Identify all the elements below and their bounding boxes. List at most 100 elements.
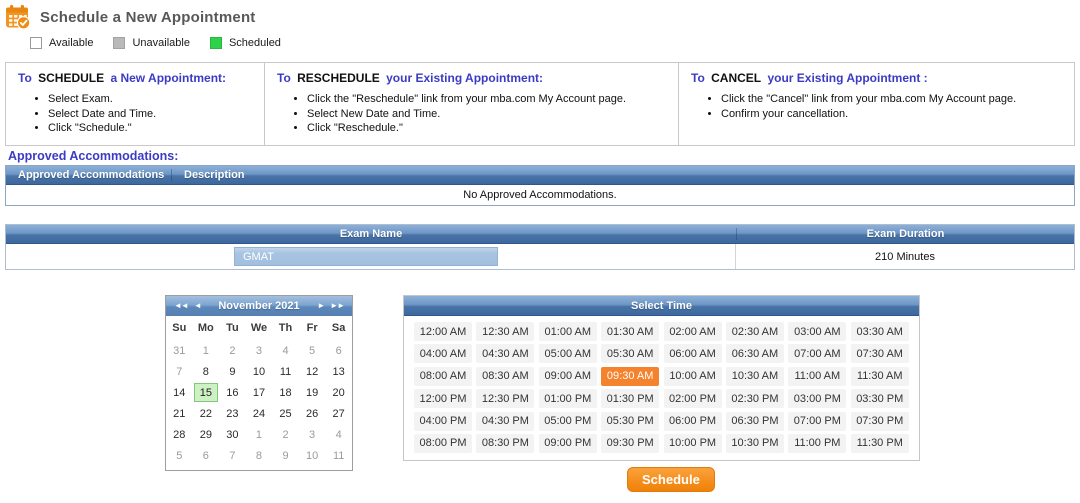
time-slot-11-30-pm[interactable]: 11:30 PM	[850, 433, 909, 453]
time-slot-08-30-pm[interactable]: 08:30 PM	[476, 433, 535, 453]
time-slot-02-30-am[interactable]: 02:30 AM	[725, 322, 784, 341]
time-slot-11-00-am[interactable]: 11:00 AM	[788, 366, 847, 386]
time-slot-04-30-pm[interactable]: 04:30 PM	[476, 411, 535, 431]
time-slot-09-30-pm[interactable]: 09:30 PM	[601, 433, 660, 453]
time-slot-12-00-am[interactable]: 12:00 AM	[414, 322, 472, 341]
calendar-day-26[interactable]: 26	[305, 407, 319, 420]
schedule-button[interactable]: Schedule	[627, 467, 715, 492]
legend-label: Available	[49, 37, 94, 49]
calendar-day-16[interactable]: 16	[226, 386, 239, 399]
time-slot-02-00-am[interactable]: 02:00 AM	[663, 322, 722, 341]
instructions-steps: Click the "Reschedule" link from your mb…	[307, 92, 670, 136]
calendar-day-6: 6	[335, 344, 342, 357]
exam-duration-cell: 210 Minutes	[875, 250, 935, 263]
time-slot-09-00-pm[interactable]: 09:00 PM	[538, 433, 597, 453]
time-slot-06-30-pm[interactable]: 06:30 PM	[725, 411, 784, 431]
time-slot-08-30-am[interactable]: 08:30 AM	[476, 366, 535, 386]
calendar-day-14[interactable]: 14	[173, 386, 186, 399]
calendar-day-30[interactable]: 30	[226, 428, 239, 441]
calendar-day-12[interactable]: 12	[305, 365, 319, 378]
time-slot-09-30-am-selected[interactable]: 09:30 AM	[601, 366, 660, 386]
calendar-day-8[interactable]: 8	[202, 365, 209, 378]
accommodations-heading: Approved Accommodations:	[8, 149, 179, 163]
time-slot-11-00-pm[interactable]: 11:00 PM	[788, 433, 847, 453]
exam-name-column-header: Exam Name	[339, 228, 403, 240]
time-slot-06-00-am[interactable]: 06:00 AM	[663, 344, 722, 364]
time-slot-03-00-pm[interactable]: 03:00 PM	[788, 389, 847, 409]
time-slot-04-00-am[interactable]: 04:00 AM	[414, 344, 472, 364]
calendar-day-19[interactable]: 19	[305, 386, 319, 399]
calendar-day-17[interactable]: 17	[252, 386, 266, 399]
calendar-day-header-sa: Sa	[331, 322, 346, 334]
legend-label: Scheduled	[228, 37, 281, 49]
calendar-day-24[interactable]: 24	[252, 407, 266, 420]
time-slot-10-00-am[interactable]: 10:00 AM	[663, 366, 722, 386]
time-slot-03-30-pm[interactable]: 03:30 PM	[850, 389, 909, 409]
calendar-day-11[interactable]: 11	[279, 365, 292, 378]
time-slot-07-30-pm[interactable]: 07:30 PM	[850, 411, 909, 431]
calendar-day-18[interactable]: 18	[279, 386, 292, 399]
time-row: 04:00 AM 04:30 AM 05:00 AM 05:30 AM 06:00 AM…	[414, 344, 909, 364]
time-row: 08:00 AM 08:30 AM 09:00 AM 09:30 AM 10:00 AM…	[414, 366, 909, 386]
calendar-day-20[interactable]: 20	[332, 386, 345, 399]
time-panel: Select Time 12:00 AM 12:30 AM 01:00 AM 01:3…	[403, 295, 920, 461]
time-slot-12-00-pm[interactable]: 12:00 PM	[414, 389, 472, 409]
calendar-day-9[interactable]: 9	[229, 365, 236, 378]
calendar-day-23[interactable]: 23	[226, 407, 239, 420]
calendar-day-13[interactable]: 13	[332, 365, 345, 378]
time-slot-05-00-pm[interactable]: 05:00 PM	[538, 411, 597, 431]
instruction-step: Click "Reschedule."	[307, 121, 670, 136]
time-grid: 12:00 AM 12:30 AM 01:00 AM 01:30 AM 02:00 AM…	[404, 316, 919, 460]
calendar-day-8: 8	[255, 449, 263, 462]
time-slot-04-30-am[interactable]: 04:30 AM	[476, 344, 535, 364]
time-slot-11-30-am[interactable]: 11:30 AM	[850, 366, 909, 386]
calendar-day-21[interactable]: 21	[173, 407, 186, 420]
next-year-icon[interactable]: ►►	[330, 301, 345, 310]
prev-month-icon[interactable]: ◄	[193, 301, 202, 310]
time-slot-01-30-pm[interactable]: 01:30 PM	[601, 389, 660, 409]
instructions-column-reschedule: To RESCHEDULE your Existing Appointment:…	[264, 63, 678, 145]
time-slot-03-30-am[interactable]: 03:30 AM	[850, 322, 909, 341]
time-slot-02-30-pm[interactable]: 02:30 PM	[725, 389, 784, 409]
calendar-day-29[interactable]: 29	[199, 428, 212, 441]
selected-day-highlight[interactable]: 15	[193, 383, 218, 402]
time-slot-07-00-am[interactable]: 07:00 AM	[788, 344, 847, 364]
time-slot-01-00-am[interactable]: 01:00 AM	[538, 322, 597, 341]
time-slot-12-30-am[interactable]: 12:30 AM	[476, 322, 535, 341]
time-slot-10-30-pm[interactable]: 10:30 PM	[725, 433, 784, 453]
calendar-day-5: 5	[176, 449, 183, 462]
time-slot-08-00-am[interactable]: 08:00 AM	[414, 366, 472, 386]
time-slot-07-00-pm[interactable]: 07:00 PM	[788, 411, 847, 431]
prev-year-icon[interactable]: ◄◄	[174, 301, 189, 310]
calendar-day-header-we: We	[250, 322, 268, 334]
time-slot-10-30-am[interactable]: 10:30 AM	[725, 366, 784, 386]
calendar-day-10[interactable]: 10	[252, 365, 266, 378]
calendar-day-27[interactable]: 27	[332, 407, 345, 420]
time-slot-07-30-am[interactable]: 07:30 AM	[850, 344, 909, 364]
calendar-day-15-selected[interactable]: 15	[193, 382, 220, 403]
time-slot-09-00-am[interactable]: 09:00 AM	[538, 366, 597, 386]
available-swatch	[30, 37, 42, 49]
instructions-column-cancel: To CANCEL your Existing Appointment : Cli…	[678, 63, 1074, 145]
time-slot-05-30-am[interactable]: 05:30 AM	[601, 344, 660, 364]
instructions-steps: Click the "Cancel" link from your mba.co…	[721, 92, 1066, 121]
time-slot-05-00-am[interactable]: 05:00 AM	[538, 344, 597, 364]
calendar-day-25[interactable]: 25	[279, 407, 292, 420]
time-slot-02-00-pm[interactable]: 02:00 PM	[663, 389, 722, 409]
time-slot-01-30-am[interactable]: 01:30 AM	[601, 322, 660, 341]
time-slot-10-00-pm[interactable]: 10:00 PM	[663, 433, 722, 453]
calendar-day-28[interactable]: 28	[173, 428, 186, 441]
time-slot-01-00-pm[interactable]: 01:00 PM	[538, 389, 597, 409]
calendar-day-3: 3	[255, 344, 263, 357]
exam-name-selected[interactable]: GMAT	[234, 247, 498, 266]
calendar-day-22[interactable]: 22	[199, 407, 212, 420]
time-slot-08-00-pm[interactable]: 08:00 PM	[414, 433, 472, 453]
time-slot-06-30-am[interactable]: 06:30 AM	[725, 344, 784, 364]
time-slot-12-30-pm[interactable]: 12:30 PM	[476, 389, 535, 409]
time-slot-05-30-pm[interactable]: 05:30 PM	[601, 411, 660, 431]
next-month-icon[interactable]: ►	[317, 301, 325, 310]
instruction-step: Confirm your cancellation.	[721, 107, 1066, 122]
time-slot-04-00-pm[interactable]: 04:00 PM	[414, 411, 472, 431]
time-slot-03-00-am[interactable]: 03:00 AM	[788, 322, 847, 341]
time-slot-06-00-pm[interactable]: 06:00 PM	[663, 411, 722, 431]
